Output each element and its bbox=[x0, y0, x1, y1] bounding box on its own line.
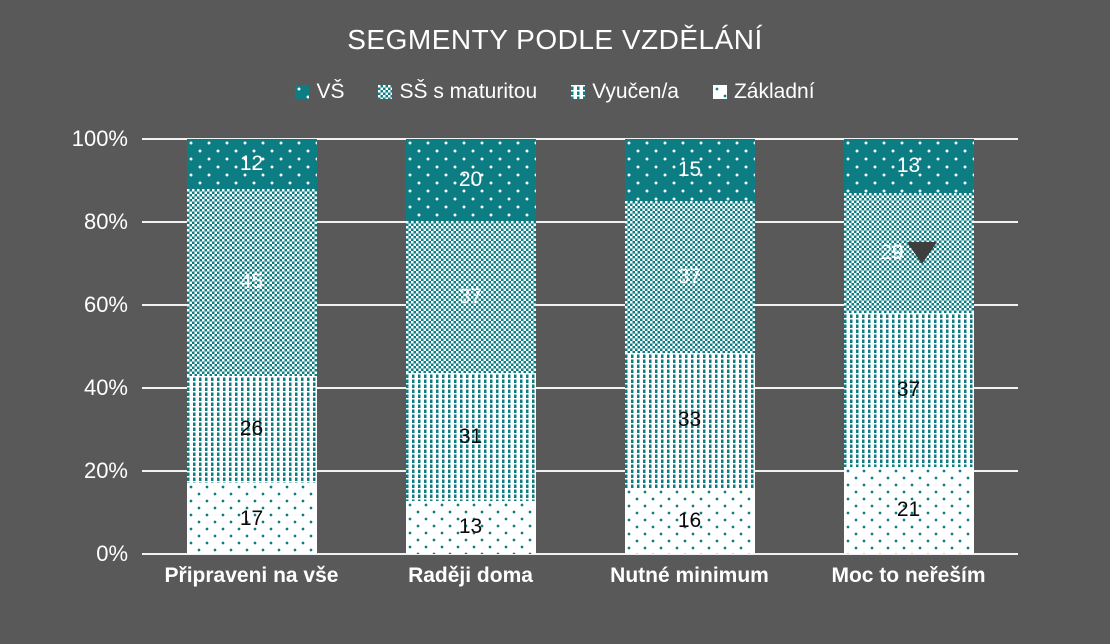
segment-value-label: 37 bbox=[677, 264, 702, 288]
gridline-20 bbox=[142, 470, 1018, 472]
legend-label: Základní bbox=[733, 80, 815, 103]
x-category-label: Nutné minimum bbox=[610, 564, 769, 587]
segment-value-label: 15 bbox=[677, 157, 702, 181]
segment-value-label: 31 bbox=[458, 424, 483, 448]
legend-swatch-icon bbox=[378, 85, 393, 99]
stacked-bar-3: 15 37 33 16 bbox=[624, 139, 755, 554]
bar-segment: 26 bbox=[186, 375, 317, 484]
bar-segment: 16 bbox=[624, 488, 755, 554]
plot-area: 12 45 26 17 20 37 31 13 15 37 33 16 13 29 37 21 bbox=[142, 138, 1018, 555]
x-category-label: Raději doma bbox=[408, 564, 533, 587]
segment-value-label: 37 bbox=[896, 378, 921, 402]
y-axis-labels: 0% 20% 40% 60% 80% 100% bbox=[0, 126, 130, 566]
gridline-100 bbox=[142, 138, 1018, 140]
legend-swatch-icon bbox=[295, 85, 310, 99]
gridline-0 bbox=[142, 553, 1018, 555]
bar-segment: 33 bbox=[624, 352, 755, 489]
gridline-60 bbox=[142, 304, 1018, 306]
legend-label: VŠ bbox=[316, 80, 345, 103]
y-tick-label: 100% bbox=[71, 126, 128, 151]
bar-segment: 13 bbox=[843, 139, 974, 193]
segment-value-label: 33 bbox=[677, 408, 702, 432]
y-tick-label: 60% bbox=[83, 292, 128, 317]
bar-slot-3: 15 37 33 16 bbox=[580, 139, 799, 554]
bar-segment: 37 bbox=[624, 200, 755, 353]
legend-item-4: Základní bbox=[712, 80, 815, 104]
segment-value-label: 12 bbox=[239, 151, 264, 175]
bar-segment: 15 bbox=[624, 139, 755, 201]
stacked-bar-1: 12 45 26 17 bbox=[186, 139, 317, 554]
segment-value-label: 13 bbox=[896, 153, 921, 177]
bar-segment: 45 bbox=[186, 188, 317, 376]
bar-segment: 12 bbox=[186, 139, 317, 189]
segment-value-label: 29 bbox=[880, 241, 904, 265]
legend-label: Vyučen/a bbox=[592, 80, 679, 103]
segment-value-label: 45 bbox=[239, 270, 264, 294]
y-tick-label: 40% bbox=[83, 375, 128, 400]
segment-value-label: 21 bbox=[896, 498, 921, 522]
segment-value-label: 17 bbox=[239, 506, 264, 530]
segment-value-label: 26 bbox=[239, 417, 264, 441]
legend-item-1: VŠ bbox=[295, 80, 344, 104]
stacked-bar-2: 20 37 31 13 bbox=[405, 139, 536, 554]
legend: VŠ SŠ s maturitou Vyučen/a Základní bbox=[0, 80, 1110, 104]
bar-segment: 21 bbox=[843, 466, 974, 554]
legend-item-3: Vyučen/a bbox=[571, 80, 679, 104]
segment-value-label: 37 bbox=[458, 285, 483, 309]
bar-segment: 29 bbox=[843, 192, 974, 314]
gridline-40 bbox=[142, 387, 1018, 389]
bar-slot-1: 12 45 26 17 bbox=[142, 139, 361, 554]
bar-slot-2: 20 37 31 13 bbox=[361, 139, 580, 554]
y-tick-label: 20% bbox=[83, 458, 128, 483]
y-tick-label: 80% bbox=[83, 209, 128, 234]
bar-segment: 17 bbox=[186, 483, 317, 554]
gridline-80 bbox=[142, 221, 1018, 223]
bar-segment: 37 bbox=[405, 221, 536, 374]
legend-item-2: SŠ s maturitou bbox=[378, 80, 537, 104]
x-category-label: Moc to neřeším bbox=[831, 564, 986, 587]
bar-segment: 13 bbox=[405, 500, 536, 554]
legend-swatch-icon bbox=[712, 85, 727, 99]
y-tick-label: 0% bbox=[96, 541, 128, 566]
bar-segment: 31 bbox=[405, 373, 536, 501]
stacked-bar-4: 13 29 37 21 bbox=[843, 139, 974, 554]
bar-segment: 37 bbox=[843, 313, 974, 467]
bar-segment: 20 bbox=[405, 139, 536, 222]
x-category-label: Připraveni na vše bbox=[164, 564, 339, 587]
segment-value-label: 16 bbox=[677, 509, 702, 533]
bar-slot-4: 13 29 37 21 bbox=[799, 139, 1018, 554]
legend-label: SŠ s maturitou bbox=[399, 80, 538, 103]
segment-value-label: 13 bbox=[458, 515, 483, 539]
legend-swatch-icon bbox=[571, 85, 586, 99]
chart-title: SEGMENTY PODLE VZDĚLÁNÍ bbox=[347, 24, 763, 55]
bars-container: 12 45 26 17 20 37 31 13 15 37 33 16 13 29 37 21 bbox=[142, 139, 1018, 554]
x-axis-labels: Připraveni na vše Raději doma Nutné minimu… bbox=[142, 564, 1018, 588]
segment-value-label: 20 bbox=[458, 168, 483, 192]
triangle-down-marker bbox=[906, 242, 937, 265]
